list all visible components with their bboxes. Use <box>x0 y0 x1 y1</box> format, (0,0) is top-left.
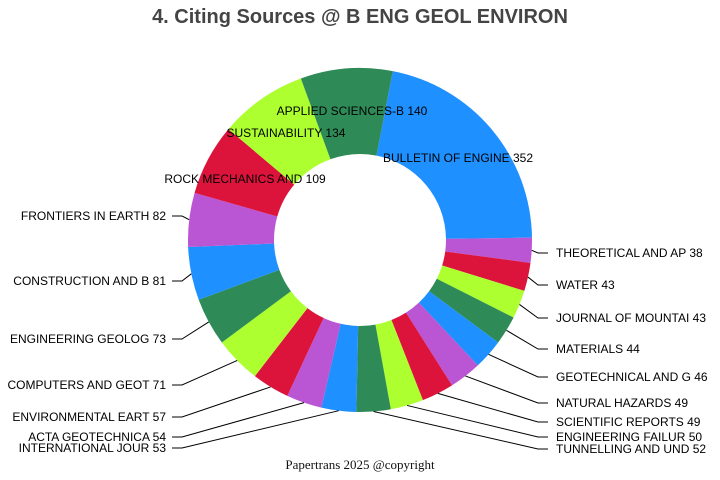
slice-label: SCIENTIFIC REPORTS 49 <box>556 415 701 429</box>
leader-line <box>531 249 548 254</box>
leader-line <box>172 321 210 340</box>
slice-label: APPLIED SCIENCES-B 140 <box>277 104 428 118</box>
slice-label: NATURAL HAZARDS 49 <box>556 396 688 410</box>
donut-slice <box>221 291 308 377</box>
slice-label: INTERNATIONAL JOUR 53 <box>19 441 167 455</box>
donut-slice <box>442 251 531 291</box>
leader-line <box>519 304 548 319</box>
slice-label: GEOTECHNICAL AND G 46 <box>556 370 708 384</box>
leader-line <box>465 375 548 404</box>
donut-slice <box>321 323 359 412</box>
leader-line <box>172 410 339 449</box>
slice-label: COMPUTERS AND GEOT 71 <box>8 378 167 392</box>
donut-slice <box>194 129 295 217</box>
donut-slice <box>356 324 391 412</box>
leader-line <box>506 329 548 350</box>
leader-line <box>172 386 271 418</box>
slice-label: TUNNELLING AND UND 52 <box>556 442 706 456</box>
donut-slice <box>376 71 532 239</box>
donut-slice <box>198 269 291 343</box>
slice-label: ROCK MECHANICS AND 109 <box>164 172 326 186</box>
leader-line <box>527 276 548 286</box>
copyright-footer: Papertrans 2025 @copyright <box>285 457 435 472</box>
donut-slice <box>375 320 423 410</box>
leader-line <box>488 353 548 378</box>
donut-slice <box>429 278 514 343</box>
donut-slice <box>228 78 331 185</box>
leader-line <box>373 410 548 450</box>
slice-labels: BULLETIN OF ENGINE 352 THEORETICAL AND AP… <box>8 104 708 456</box>
leader-lines <box>172 215 548 450</box>
donut-slice <box>436 265 525 318</box>
slice-label: SUSTAINABILITY 134 <box>227 126 346 140</box>
donut-slice <box>391 312 452 401</box>
leader-line <box>406 404 548 438</box>
donut-slice <box>418 291 499 366</box>
slice-label: FRONTIERS IN EARTH 82 <box>21 209 166 223</box>
donut-slice <box>188 192 278 248</box>
donut-slice <box>254 308 324 396</box>
leader-line <box>172 215 190 221</box>
slice-label: ACTA GEOTECHNICA 54 <box>28 430 166 444</box>
slice-label: ENVIRONMENTAL EART 57 <box>12 410 166 424</box>
leader-line <box>172 273 192 282</box>
donut-slice <box>300 68 393 160</box>
slice-label: WATER 43 <box>556 278 615 292</box>
slice-label: ENGINEERING GEOLOG 73 <box>10 332 166 346</box>
slice-label: ENGINEERING FAILUR 50 <box>556 430 702 444</box>
donut-slice <box>287 317 341 408</box>
slice-label: BULLETIN OF ENGINE 352 <box>383 151 533 165</box>
chart-title: 4. Citing Sources @ B ENG GEOL ENVIRON <box>152 6 568 28</box>
donut-slice <box>405 302 478 386</box>
slice-label: THEORETICAL AND AP 38 <box>556 246 703 260</box>
donut-slices <box>188 68 532 412</box>
slice-label: MATERIALS 44 <box>556 342 640 356</box>
slice-label: CONSTRUCTION AND B 81 <box>13 274 166 288</box>
donut-slice <box>188 243 280 300</box>
leader-line <box>172 359 238 386</box>
leader-line <box>172 402 305 438</box>
leader-line <box>437 392 548 423</box>
donut-slice <box>445 237 532 263</box>
slice-label: JOURNAL OF MOUNTAI 43 <box>556 311 706 325</box>
